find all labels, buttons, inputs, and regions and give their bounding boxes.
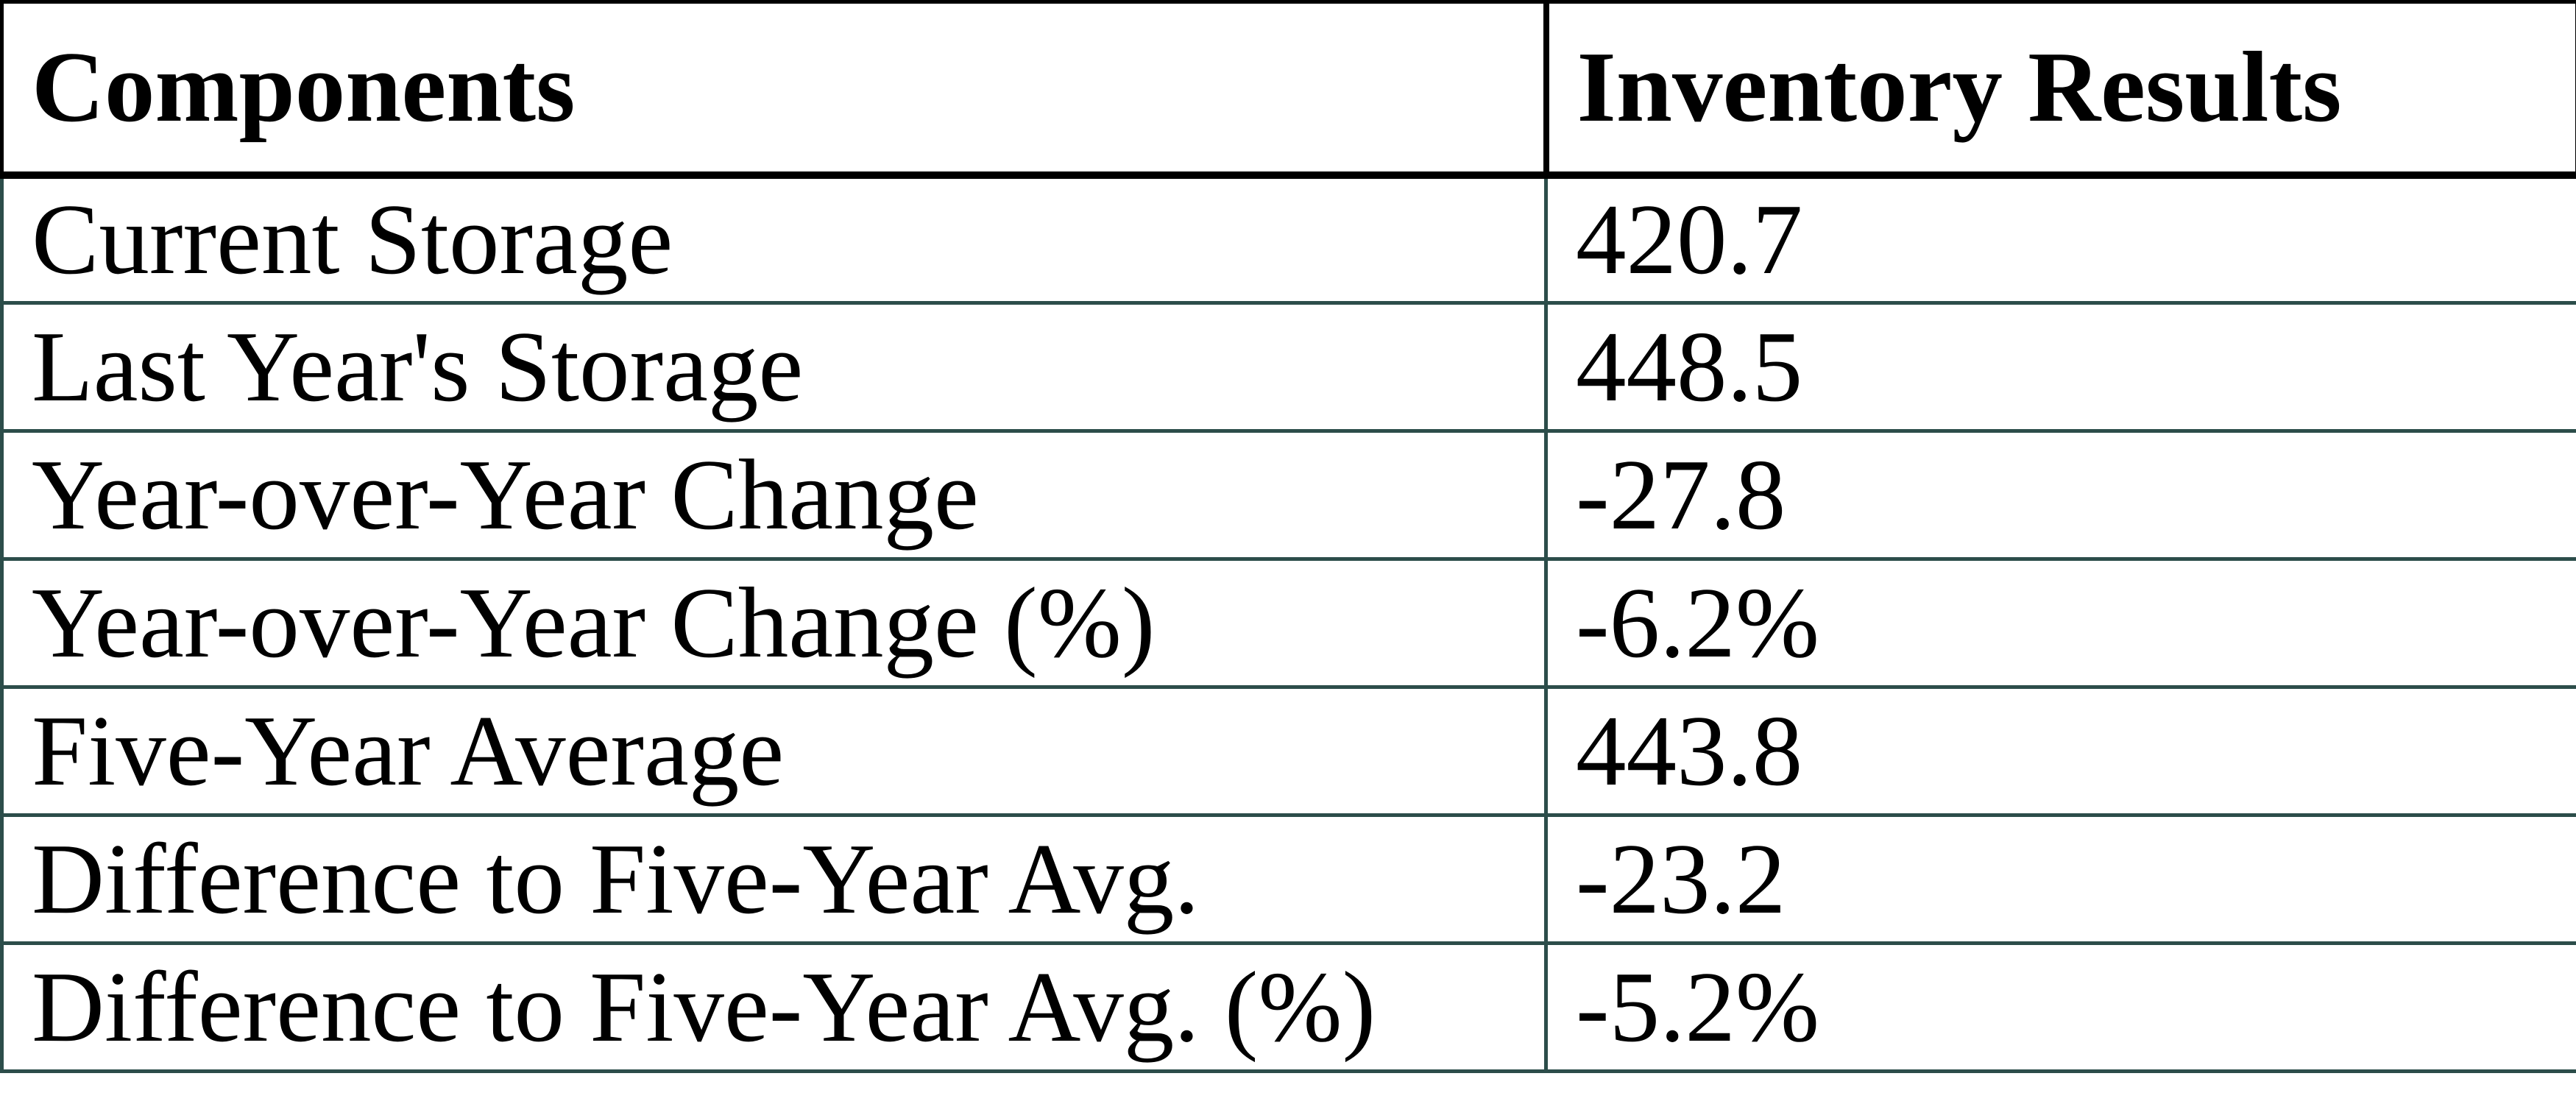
- inventory-result-cell: -27.8: [1544, 429, 2576, 561]
- table-row: Difference to Five-Year Avg. (%) -5.2%: [0, 941, 2576, 1073]
- inventory-result-cell: 443.8: [1544, 685, 2576, 817]
- header-cell-components: Components: [0, 0, 1549, 179]
- table-row: Difference to Five-Year Avg. -23.2: [0, 813, 2576, 945]
- inventory-result-cell: -5.2%: [1544, 941, 2576, 1073]
- header-row: Components Inventory Results: [0, 0, 2576, 179]
- table-row: Year-over-Year Change (%) -6.2%: [0, 557, 2576, 689]
- inventory-result-cell: 448.5: [1544, 301, 2576, 433]
- component-name-cell: Current Storage: [0, 173, 1548, 305]
- inventory-result-cell: -23.2: [1544, 813, 2576, 945]
- table-row: Current Storage 420.7: [0, 173, 2576, 305]
- table-row: Year-over-Year Change -27.8: [0, 429, 2576, 561]
- component-name-cell: Year-over-Year Change (%): [0, 557, 1548, 689]
- header-cell-inventory-results: Inventory Results: [1543, 0, 2576, 179]
- inventory-result-cell: -6.2%: [1544, 557, 2576, 689]
- component-name-cell: Last Year's Storage: [0, 301, 1548, 433]
- component-name-cell: Difference to Five-Year Avg.: [0, 813, 1548, 945]
- component-name-cell: Five-Year Average: [0, 685, 1548, 817]
- component-name-cell: Year-over-Year Change: [0, 429, 1548, 561]
- inventory-result-cell: 420.7: [1544, 173, 2576, 305]
- table-row: Last Year's Storage 448.5: [0, 301, 2576, 433]
- component-name-cell: Difference to Five-Year Avg. (%): [0, 941, 1548, 1073]
- table-row: Five-Year Average 443.8: [0, 685, 2576, 817]
- inventory-results-table: Components Inventory Results Current Sto…: [0, 0, 2576, 1073]
